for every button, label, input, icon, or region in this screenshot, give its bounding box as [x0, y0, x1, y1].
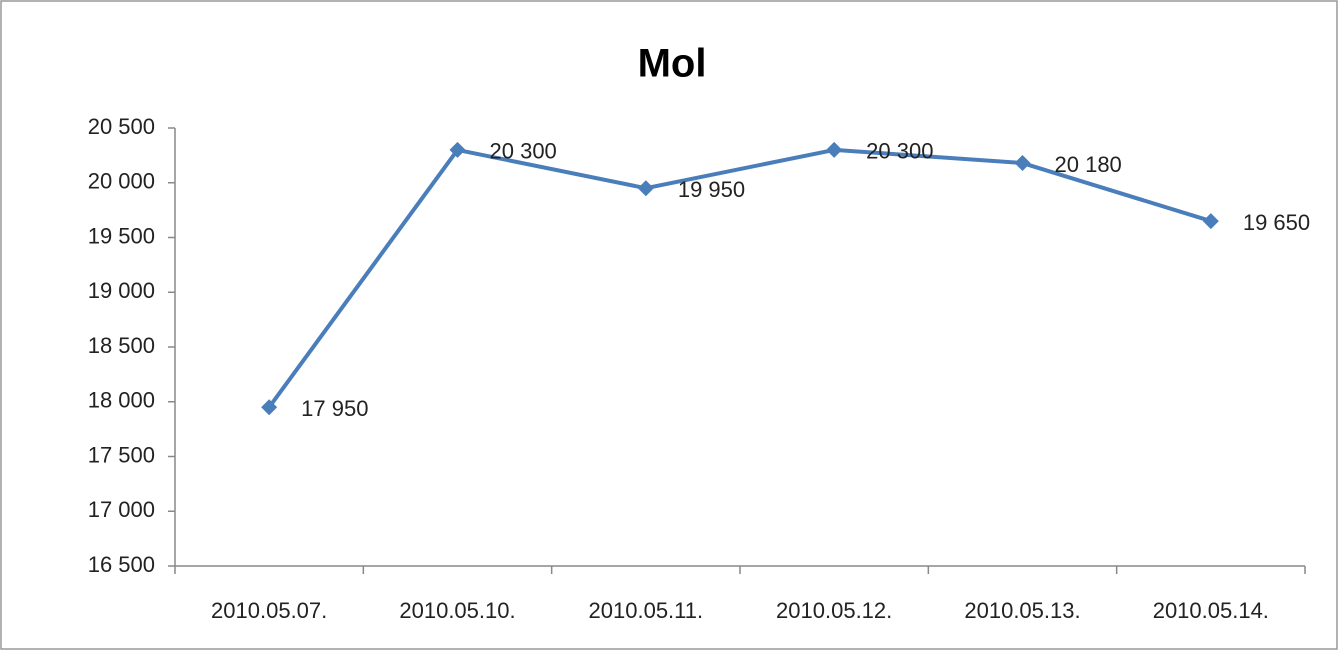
y-tick-label: 16 500 — [88, 552, 155, 577]
y-tick-label: 20 000 — [88, 169, 155, 194]
x-tick-label: 2010.05.14. — [1153, 598, 1269, 623]
y-tick-label: 17 500 — [88, 442, 155, 467]
data-label: 19 950 — [678, 177, 745, 202]
marker — [449, 141, 466, 158]
marker — [826, 141, 843, 158]
data-label: 20 300 — [490, 139, 557, 164]
data-label: 17 950 — [301, 396, 368, 421]
data-label: 19 650 — [1243, 210, 1310, 235]
x-tick-label: 2010.05.12. — [776, 598, 892, 623]
y-tick-label: 19 500 — [88, 223, 155, 248]
marker — [637, 180, 654, 197]
y-tick-label: 18 500 — [88, 333, 155, 358]
chart-title: Mol — [638, 42, 707, 86]
y-tick-label: 20 500 — [88, 114, 155, 139]
x-tick-label: 2010.05.07. — [211, 598, 327, 623]
marker — [1202, 213, 1219, 230]
data-label: 20 180 — [1055, 152, 1122, 177]
y-tick-label: 17 000 — [88, 497, 155, 522]
x-tick-label: 2010.05.11. — [589, 598, 704, 623]
x-tick-label: 2010.05.10. — [399, 598, 515, 623]
marker — [261, 399, 278, 416]
x-tick-label: 2010.05.13. — [964, 598, 1080, 623]
marker — [1014, 155, 1031, 172]
y-tick-label: 19 000 — [88, 278, 155, 303]
y-tick-label: 18 000 — [88, 388, 155, 413]
line — [267, 147, 1212, 409]
data-label: 20 300 — [866, 139, 933, 164]
